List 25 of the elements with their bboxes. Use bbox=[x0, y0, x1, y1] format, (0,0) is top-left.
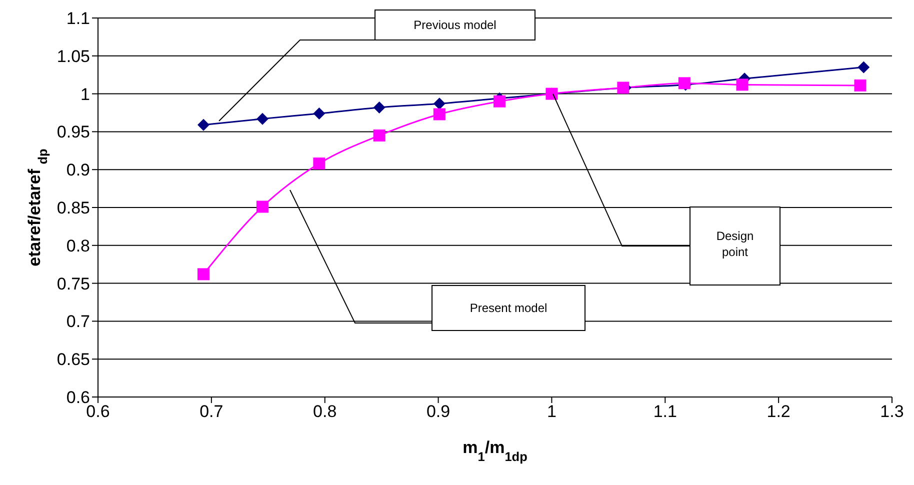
y-tick-label: 0.75 bbox=[56, 274, 90, 294]
annotation: Design point bbox=[716, 229, 754, 259]
x-tick-label: 0.9 bbox=[426, 402, 450, 422]
x-tick-label: 0.8 bbox=[313, 402, 337, 422]
y-tick-label: 0.65 bbox=[56, 350, 90, 370]
callout-box: Previous model bbox=[218, 10, 536, 122]
x-tick-label: 1.3 bbox=[880, 402, 904, 422]
x-tick-label: 0.6 bbox=[86, 402, 110, 422]
x-tick-label: 1 bbox=[546, 402, 556, 422]
y-tick-label: 1.1 bbox=[66, 9, 90, 28]
y-tick-label: 1 bbox=[80, 84, 90, 104]
y-tick-label: 0.8 bbox=[66, 236, 90, 256]
x-tick-label: 1.1 bbox=[653, 402, 677, 422]
y-tick-label: 0.7 bbox=[66, 312, 90, 332]
y-tick-label: 0.95 bbox=[56, 122, 90, 142]
x-tick-label: 0.7 bbox=[200, 402, 224, 422]
y-tick-label: 0.9 bbox=[66, 160, 90, 180]
annotation: Previous model bbox=[414, 18, 496, 32]
y-tick-label: 1.05 bbox=[56, 46, 90, 66]
callout-box: Present model bbox=[290, 190, 586, 331]
annotation: Present model bbox=[470, 301, 548, 315]
x-tick-label: 1.2 bbox=[766, 402, 790, 422]
x-axis-title: m$_{1}$/m$_{1dp}$ bbox=[462, 438, 528, 464]
callout-box: Design point bbox=[552, 94, 780, 286]
y-tick-label: 0.85 bbox=[56, 198, 90, 218]
